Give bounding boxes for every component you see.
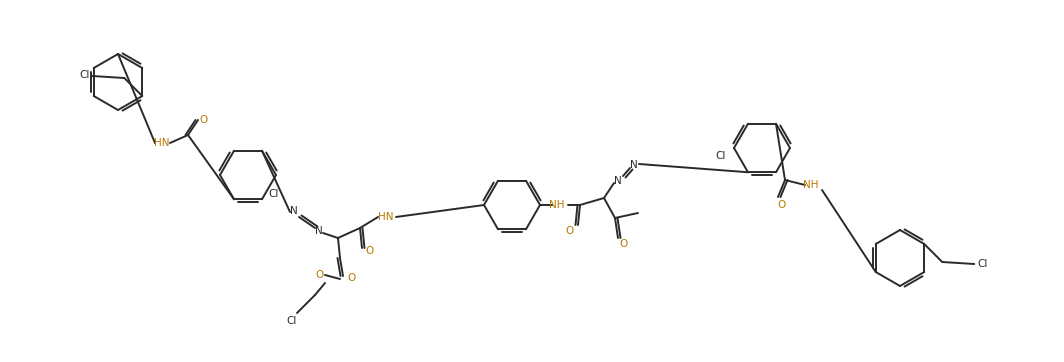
Text: N: N	[315, 226, 322, 236]
Text: O: O	[777, 200, 785, 210]
Text: Cl: Cl	[79, 70, 89, 80]
Text: HN: HN	[154, 138, 170, 148]
Text: Cl: Cl	[977, 259, 987, 269]
Text: N: N	[630, 160, 638, 170]
Text: Cl: Cl	[269, 189, 279, 199]
Text: O: O	[619, 239, 627, 249]
Text: NH: NH	[549, 200, 565, 210]
Text: O: O	[348, 273, 356, 283]
Text: Cl: Cl	[287, 316, 297, 326]
Text: O: O	[366, 246, 375, 256]
Text: HN: HN	[378, 212, 394, 222]
Text: O: O	[565, 226, 573, 236]
Text: O: O	[200, 115, 209, 125]
Text: NH: NH	[803, 180, 819, 190]
Text: Cl: Cl	[716, 151, 727, 161]
Text: O: O	[315, 270, 323, 280]
Text: N: N	[290, 206, 298, 216]
Text: N: N	[614, 176, 621, 186]
